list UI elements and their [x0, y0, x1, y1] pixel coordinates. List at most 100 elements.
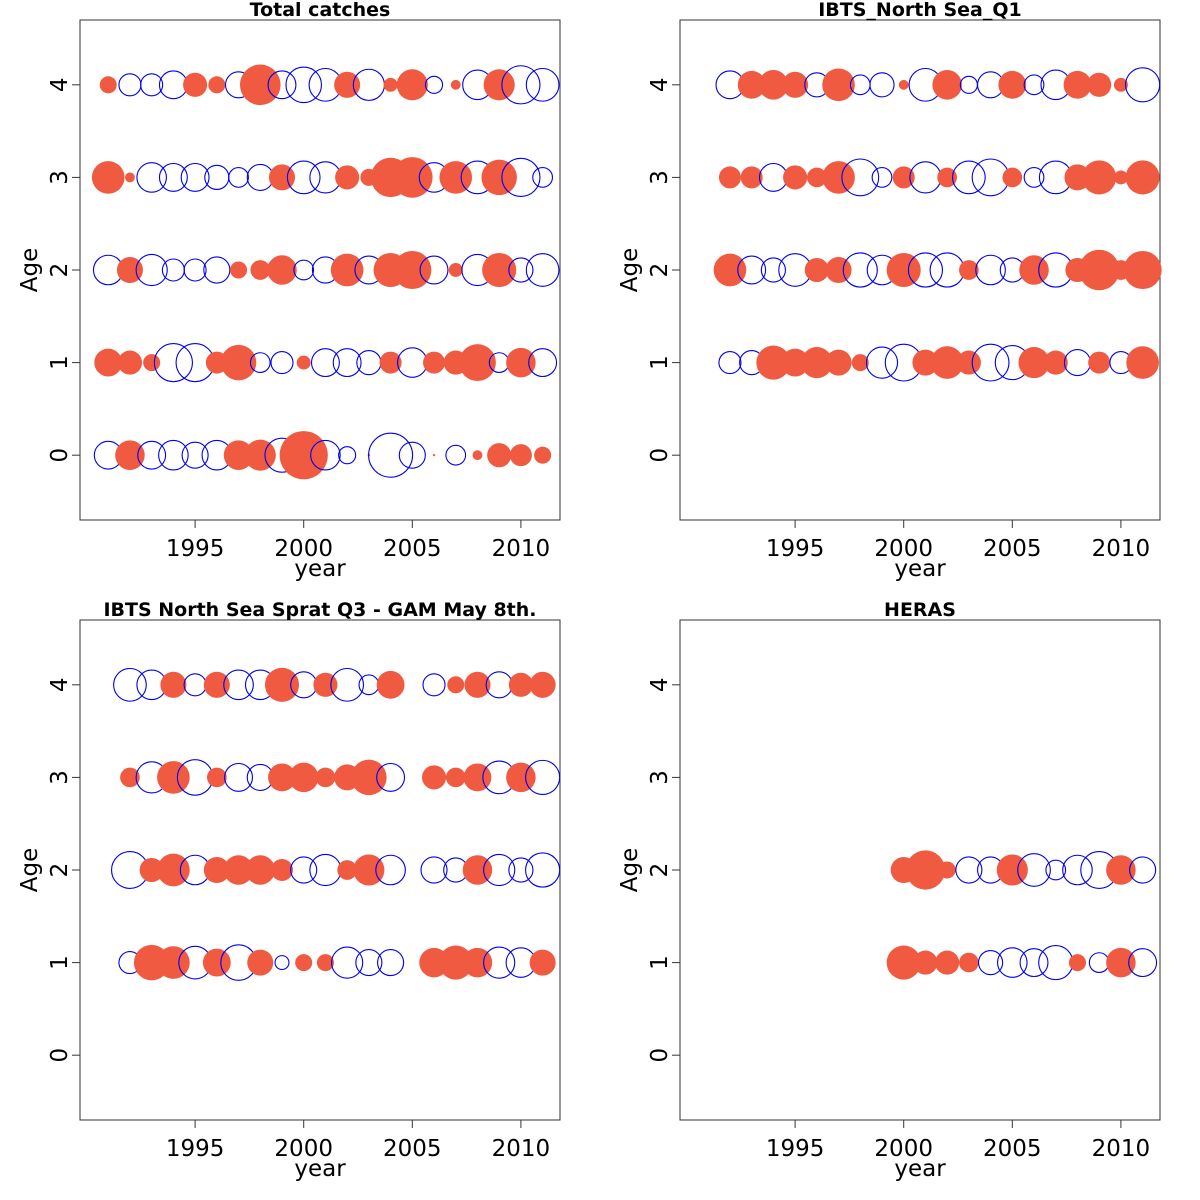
bubble-positive [223, 440, 254, 470]
bubble-positive [1068, 954, 1086, 972]
bubble-positive [247, 949, 274, 976]
bubble-positive [825, 256, 852, 284]
bubble-positive [423, 351, 446, 374]
bubble-negative [842, 252, 878, 288]
bubble-positive [450, 79, 461, 90]
bubble-positive [932, 70, 962, 100]
bubble-positive [279, 431, 328, 480]
bubble-negative [331, 946, 364, 979]
y-tick-label: 2 [647, 863, 673, 878]
bubble-positive [117, 350, 143, 375]
bubble-negative [424, 75, 444, 94]
bubble-positive [203, 856, 230, 884]
bubble-positive [353, 854, 385, 886]
bubble-positive [99, 76, 117, 94]
y-tick-label: 3 [47, 170, 73, 185]
x-axis-label: year [894, 1156, 946, 1182]
bubble-positive [445, 767, 466, 788]
bubble-negative [270, 351, 294, 375]
bubble-positive [335, 165, 360, 190]
bubble-positive [313, 672, 338, 697]
bubble-positive [125, 172, 135, 183]
x-tick-label: 1995 [766, 1136, 825, 1162]
bubble-positive [898, 79, 909, 90]
bubble-positive [120, 767, 140, 788]
bubble-positive [116, 256, 143, 284]
bubble-positive [396, 69, 428, 101]
bubble-positive [439, 161, 473, 194]
panel-title: Total catches [250, 0, 391, 21]
y-tick-label: 4 [647, 77, 673, 92]
bubble-positive [913, 950, 938, 975]
bubble-negative [136, 162, 167, 193]
bubble-negative [737, 255, 767, 285]
bubble-negative [376, 762, 406, 792]
bubble-positive [244, 439, 276, 471]
bubble-negative [285, 66, 322, 104]
bubble-negative [865, 346, 899, 379]
bubble-positive [337, 860, 357, 880]
bubble-negative [356, 349, 382, 376]
bubble-positive [464, 671, 491, 698]
bubble-positive [718, 166, 741, 189]
bubble-negative [267, 70, 297, 100]
bubble-negative [1062, 854, 1093, 886]
bubble-positive [508, 672, 533, 697]
y-axis-label: Age [17, 248, 43, 292]
bubble-positive [462, 855, 493, 885]
bubble-negative [525, 852, 561, 888]
bubble-positive [447, 676, 465, 694]
bubble-positive [157, 946, 190, 979]
bubble-positive [459, 344, 496, 381]
bubble-positive [462, 947, 493, 978]
bubble-positive [482, 252, 517, 288]
bubble-negative [183, 258, 207, 282]
bubble-negative [1023, 74, 1045, 96]
bubble-positive [912, 349, 939, 376]
bubble-positive [208, 76, 226, 94]
bubble-positive [223, 855, 254, 885]
bubble-positive [1043, 350, 1068, 375]
x-tick-label: 2005 [983, 536, 1042, 562]
bubble-positive [1113, 77, 1128, 92]
bubble-positive [1019, 255, 1049, 285]
bubble-positive [157, 761, 190, 794]
bubble-negative [959, 75, 978, 94]
bubble-positive [822, 161, 855, 194]
bubble-positive [376, 670, 405, 699]
bubble-negative [419, 255, 449, 285]
bubble-positive [996, 854, 1028, 886]
bubble-positive [886, 252, 921, 288]
bubble-positive [206, 767, 227, 788]
x-tick-label: 2010 [1092, 536, 1151, 562]
bubble-negative [841, 158, 880, 197]
bubble-negative [977, 949, 1004, 976]
bubble-positive [481, 159, 517, 196]
bubble-negative [525, 253, 560, 287]
bubble-negative [975, 254, 1006, 286]
bubble-negative [286, 160, 321, 195]
bubble-positive [1126, 346, 1159, 379]
bubble-positive [351, 759, 387, 796]
x-tick-label: 1995 [166, 1136, 225, 1162]
bubble-positive [267, 255, 297, 285]
panel-heras: HERAS 1995 2000 2005 2010 0 1 2 3 4 year Age [617, 599, 1161, 1182]
bubble-negative [955, 856, 983, 884]
bubble-positive [1125, 160, 1160, 195]
bubble-positive [202, 948, 231, 977]
bubble-positive [315, 767, 336, 788]
bubble-negative [525, 67, 560, 102]
bubble-negative [1045, 859, 1067, 881]
bubble-negative [718, 351, 742, 375]
bubble-positive [1082, 160, 1117, 195]
bubble-positive [758, 70, 789, 100]
y-tick-label: 0 [647, 448, 673, 463]
bubble-positive [905, 850, 946, 890]
bubble-positive [393, 250, 432, 290]
bubble-negative [532, 167, 554, 188]
x-tick-label: 2010 [1092, 1136, 1151, 1162]
bubble-negative [290, 856, 318, 884]
bubble-positive [160, 671, 187, 698]
bubble-negative [528, 348, 558, 378]
